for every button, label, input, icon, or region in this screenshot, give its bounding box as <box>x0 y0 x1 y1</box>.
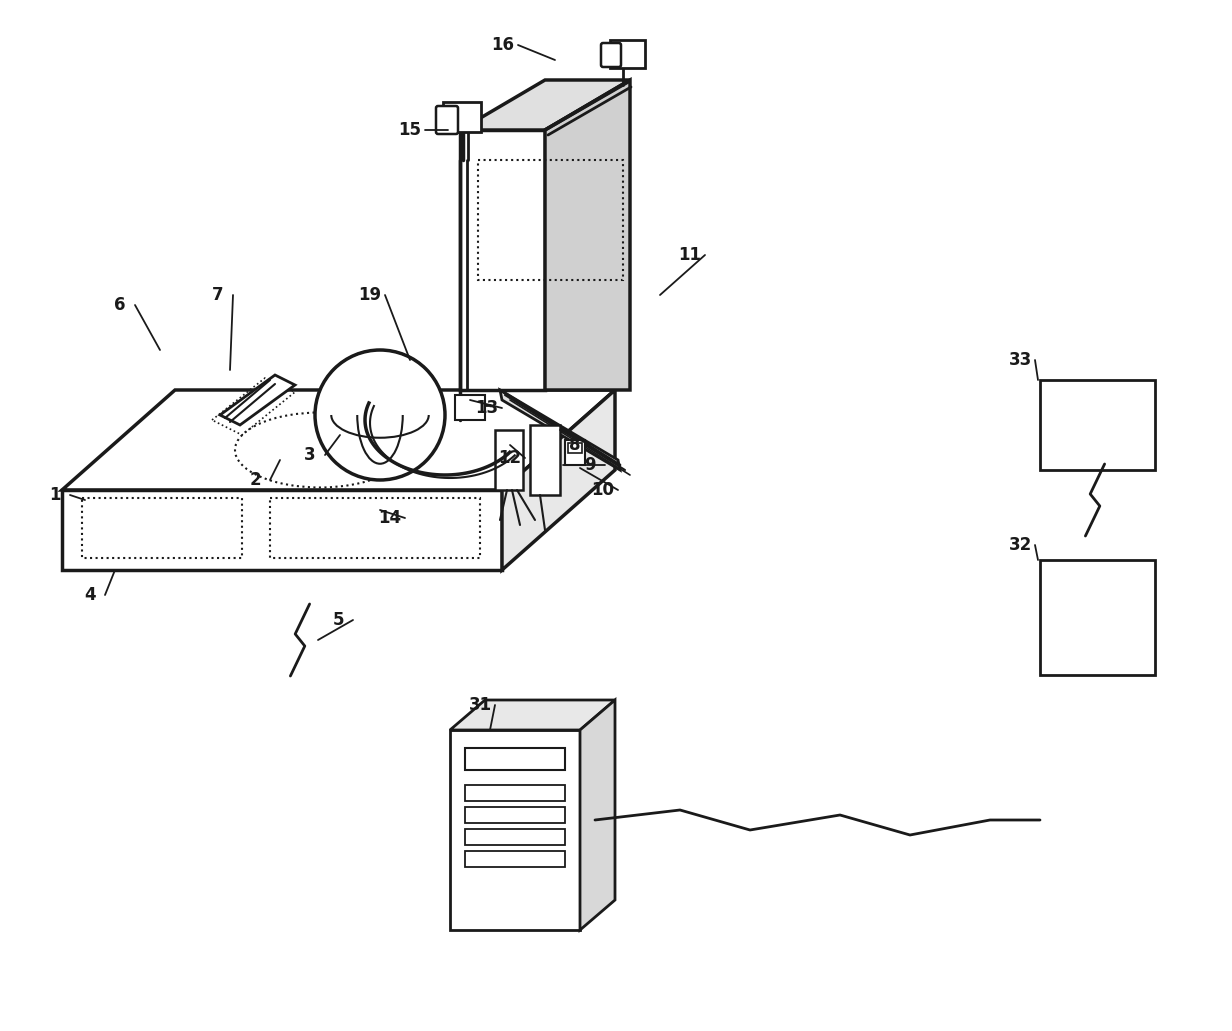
Bar <box>1040 380 1156 470</box>
Bar <box>444 102 480 132</box>
Bar <box>270 498 480 558</box>
FancyBboxPatch shape <box>436 106 458 134</box>
Polygon shape <box>460 80 630 130</box>
Text: 10: 10 <box>591 481 615 499</box>
Polygon shape <box>221 375 294 425</box>
Polygon shape <box>62 390 615 490</box>
Text: 14: 14 <box>378 509 402 527</box>
Text: 32: 32 <box>1008 536 1031 554</box>
Polygon shape <box>501 390 615 570</box>
Text: 9: 9 <box>584 456 596 474</box>
Text: 8: 8 <box>569 436 580 454</box>
Bar <box>530 425 561 495</box>
Polygon shape <box>460 130 545 390</box>
Text: 15: 15 <box>398 121 421 139</box>
Text: 1: 1 <box>49 486 60 504</box>
Polygon shape <box>62 490 501 570</box>
Bar <box>464 829 565 845</box>
Polygon shape <box>545 80 630 390</box>
Bar <box>610 40 646 68</box>
Bar <box>568 443 582 453</box>
Text: 7: 7 <box>212 286 224 304</box>
Text: 4: 4 <box>84 586 96 604</box>
Polygon shape <box>450 730 580 930</box>
Text: 19: 19 <box>359 286 382 304</box>
Bar <box>478 160 623 280</box>
Text: 16: 16 <box>492 36 515 54</box>
Polygon shape <box>580 700 615 930</box>
Text: 33: 33 <box>1008 351 1031 369</box>
Text: 13: 13 <box>476 399 499 417</box>
Bar <box>455 395 485 420</box>
Polygon shape <box>450 700 615 730</box>
Bar <box>565 440 585 465</box>
Text: 6: 6 <box>115 296 126 314</box>
Text: 5: 5 <box>333 611 344 629</box>
Text: 31: 31 <box>468 696 492 714</box>
Bar <box>83 498 241 558</box>
Text: 12: 12 <box>499 448 521 467</box>
Bar <box>464 851 565 867</box>
Bar <box>1040 560 1156 675</box>
Text: 2: 2 <box>249 471 261 489</box>
Circle shape <box>315 350 445 480</box>
Polygon shape <box>500 390 620 470</box>
Bar <box>495 430 524 490</box>
Bar <box>464 749 565 770</box>
Bar <box>464 807 565 823</box>
FancyBboxPatch shape <box>601 43 621 67</box>
Text: 11: 11 <box>679 246 701 264</box>
Bar <box>464 785 565 801</box>
Text: 3: 3 <box>304 446 315 464</box>
